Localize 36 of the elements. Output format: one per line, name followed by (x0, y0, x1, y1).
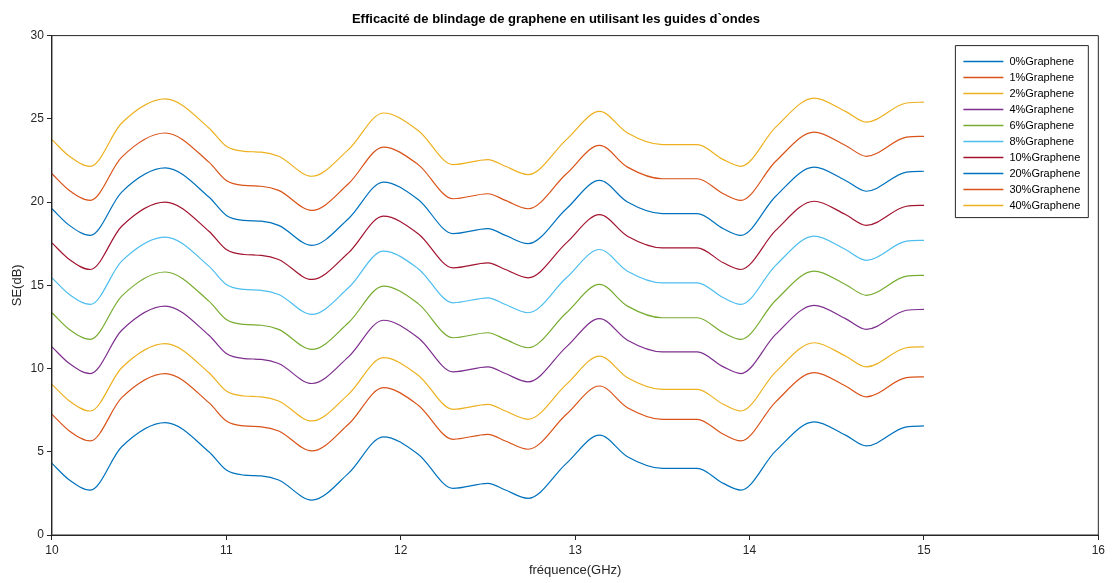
line-series (51, 372, 925, 452)
legend-label: 20%Graphene (1009, 166, 1081, 179)
x-tick-label: 13 (568, 542, 583, 557)
x-axis-title: fréquence(GHz) (528, 561, 622, 577)
line-series (51, 97, 925, 177)
legend-label: 10%Graphene (1009, 150, 1081, 163)
line-series (51, 131, 925, 211)
legend-label: 4%Graphene (1009, 102, 1075, 115)
x-tick-label: 11 (220, 542, 233, 557)
x-tick-label: 14 (742, 542, 757, 557)
legend-label: 30%Graphene (1009, 182, 1081, 195)
line-series (51, 235, 925, 316)
legend-label: 0%Graphene (1009, 54, 1075, 67)
y-tick-label: 30 (30, 27, 45, 42)
chart-title: Efficacité de blindage de graphene en utilisant les guides d`ondes (351, 11, 761, 27)
line-series (51, 200, 925, 281)
y-tick-label: 5 (37, 444, 45, 459)
line-series (51, 270, 925, 350)
y-tick-label: 25 (30, 111, 45, 126)
y-tick-label: 0 (37, 527, 45, 542)
y-axis-title: SE(dB) (9, 264, 25, 307)
x-tick-label: 16 (1091, 542, 1106, 557)
y-tick-label: 15 (30, 277, 45, 292)
legend-label: 8%Graphene (1009, 134, 1075, 147)
line-series (51, 342, 925, 422)
x-tick-label: 15 (917, 542, 931, 557)
line-series (51, 166, 925, 246)
legend-label: 2%Graphene (1009, 86, 1075, 99)
line-series (51, 304, 925, 385)
y-tick-label: 10 (30, 360, 45, 375)
legend-label: 6%Graphene (1009, 118, 1075, 131)
y-tick-label: 20 (30, 194, 45, 209)
legend-label: 40%Graphene (1009, 198, 1081, 211)
x-tick-label: 12 (394, 542, 408, 557)
line-series (51, 421, 925, 501)
legend-label: 1%Graphene (1009, 70, 1075, 83)
